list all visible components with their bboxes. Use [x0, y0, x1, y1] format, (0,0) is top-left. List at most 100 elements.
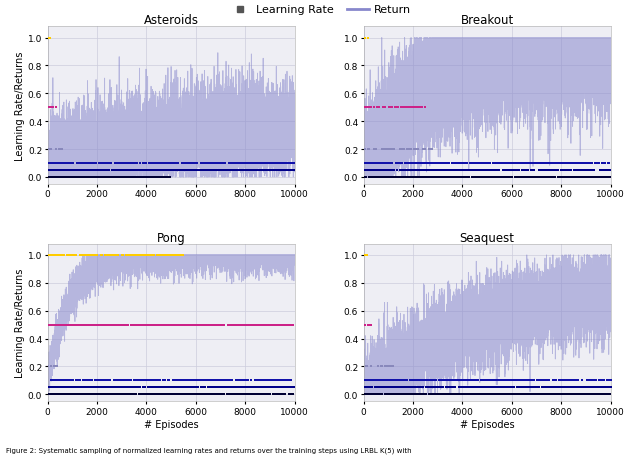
Point — [130, 321, 140, 329]
Point — [441, 391, 451, 398]
Point — [236, 321, 246, 329]
Point — [234, 391, 244, 398]
Point — [211, 384, 221, 391]
Point — [424, 384, 434, 391]
Point — [559, 167, 569, 174]
Point — [227, 391, 237, 398]
Point — [437, 377, 447, 384]
Point — [362, 391, 372, 398]
Point — [109, 321, 119, 329]
Point — [161, 321, 171, 329]
Point — [108, 174, 118, 181]
Point — [467, 174, 477, 181]
Point — [387, 174, 397, 181]
Point — [128, 160, 138, 167]
Point — [156, 384, 166, 391]
Point — [164, 391, 174, 398]
Point — [74, 377, 84, 384]
Point — [222, 167, 232, 174]
Point — [573, 384, 583, 391]
Point — [63, 174, 74, 181]
Point — [97, 384, 108, 391]
Point — [124, 377, 134, 384]
Point — [59, 391, 69, 398]
Point — [536, 174, 546, 181]
Point — [44, 321, 54, 329]
Point — [525, 377, 536, 384]
Point — [541, 391, 551, 398]
Point — [58, 174, 68, 181]
Point — [580, 391, 590, 398]
Point — [153, 391, 163, 398]
Point — [232, 167, 242, 174]
Point — [447, 160, 457, 167]
Point — [200, 384, 210, 391]
Point — [579, 174, 589, 181]
Point — [426, 146, 436, 153]
Point — [134, 391, 145, 398]
Point — [141, 377, 151, 384]
Point — [536, 391, 547, 398]
Point — [388, 384, 398, 391]
Point — [503, 167, 513, 174]
Point — [413, 384, 423, 391]
Point — [60, 174, 70, 181]
Point — [369, 174, 380, 181]
Point — [580, 384, 591, 391]
Point — [118, 167, 129, 174]
Point — [187, 377, 197, 384]
Point — [56, 167, 67, 174]
Point — [598, 377, 609, 384]
Point — [155, 377, 165, 384]
Point — [52, 321, 63, 329]
Point — [180, 391, 190, 398]
Point — [288, 167, 298, 174]
Point — [192, 160, 202, 167]
Point — [186, 160, 196, 167]
Point — [530, 160, 540, 167]
Point — [90, 391, 100, 398]
Point — [542, 391, 552, 398]
Point — [240, 160, 250, 167]
Point — [115, 174, 125, 181]
Point — [559, 174, 570, 181]
Point — [231, 377, 241, 384]
Point — [446, 391, 456, 398]
Point — [115, 321, 125, 329]
Point — [119, 321, 129, 329]
Point — [435, 160, 445, 167]
Point — [402, 160, 412, 167]
Point — [186, 391, 196, 398]
Point — [207, 384, 217, 391]
Point — [252, 377, 262, 384]
Point — [131, 384, 141, 391]
Point — [369, 146, 380, 153]
Point — [551, 384, 561, 391]
Point — [242, 167, 252, 174]
Point — [526, 174, 536, 181]
Point — [508, 167, 518, 174]
Point — [187, 321, 197, 329]
Point — [369, 174, 380, 181]
Point — [102, 167, 113, 174]
Point — [93, 384, 104, 391]
Point — [149, 321, 159, 329]
Point — [119, 321, 129, 329]
Point — [377, 391, 387, 398]
Point — [89, 384, 99, 391]
Point — [372, 104, 382, 111]
Point — [81, 384, 92, 391]
Point — [565, 160, 575, 167]
Point — [101, 391, 111, 398]
Point — [144, 391, 154, 398]
Point — [67, 252, 77, 259]
Point — [470, 174, 480, 181]
Point — [190, 321, 200, 329]
Point — [100, 167, 110, 174]
Point — [210, 167, 220, 174]
Point — [220, 160, 230, 167]
Point — [276, 167, 287, 174]
Point — [130, 321, 140, 329]
Point — [44, 174, 54, 181]
Point — [381, 160, 391, 167]
